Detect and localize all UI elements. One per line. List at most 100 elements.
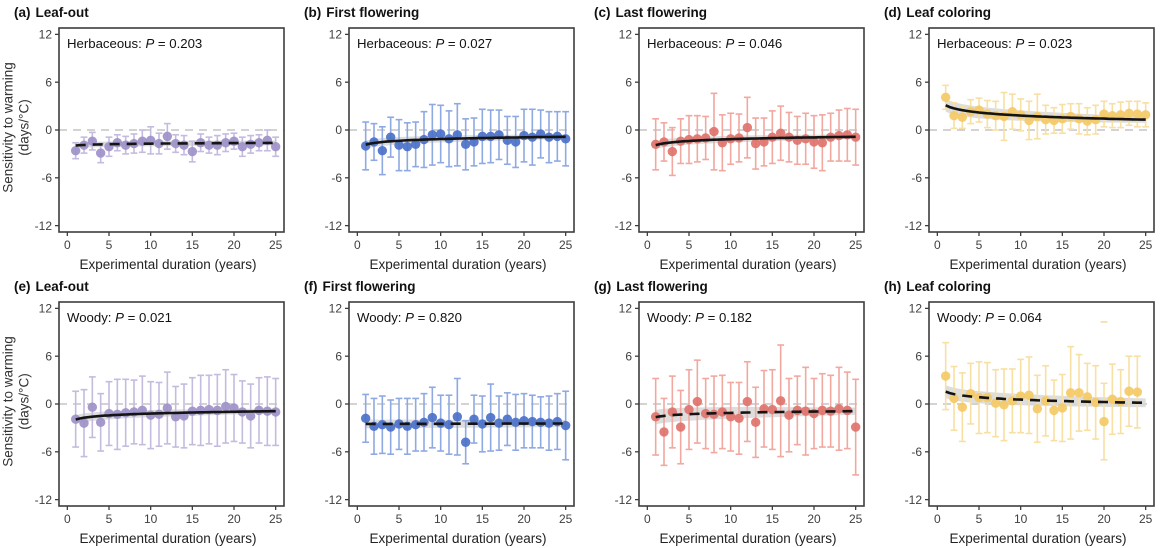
y-tick-label: 12 — [39, 302, 53, 316]
data-point — [560, 420, 571, 431]
data-point — [527, 416, 538, 427]
panel-b: (b) First flowering -12 -6 0 6 12 0 5 10 15 20 25 Her… — [290, 0, 580, 274]
panel-letter: (g) — [594, 279, 612, 294]
data-point — [775, 128, 786, 138]
data-point — [709, 126, 719, 137]
x-tick-label: 15 — [476, 512, 490, 526]
data-point — [809, 137, 819, 147]
panel-plot: -12 -6 0 6 12 0 5 10 15 20 25 Herbaceous: P = 0.023 — [905, 27, 1155, 252]
panel-letter: (a) — [14, 5, 31, 20]
p-value-annotation: Woody: P = 0.820 — [357, 310, 462, 325]
x-tick-label: 10 — [724, 238, 738, 252]
data-point — [477, 419, 488, 429]
y-tick-label: -12 — [615, 219, 633, 233]
x-tick-label: 20 — [227, 238, 241, 252]
data-point — [87, 402, 98, 412]
data-point — [1032, 404, 1043, 414]
x-tick-label: 10 — [1014, 238, 1028, 252]
annotation-p-symbol: P — [1015, 36, 1024, 51]
y-tick-label: -6 — [621, 445, 632, 459]
annotation-group-text: Herbaceous: — [937, 36, 1015, 51]
x-tick-label: 10 — [144, 238, 158, 252]
x-tick-label: 20 — [807, 238, 821, 252]
y-axis-label-line2: (days/°C) — [16, 373, 31, 430]
x-tick-label: 0 — [354, 512, 361, 526]
data-point — [112, 138, 123, 148]
data-point — [750, 417, 761, 428]
data-point — [187, 146, 198, 157]
annotation-p-symbol: P — [145, 36, 154, 51]
data-point — [850, 422, 861, 432]
data-point — [394, 419, 404, 429]
data-point — [494, 418, 504, 428]
data-point — [95, 148, 106, 158]
x-tick-label: 10 — [1014, 512, 1028, 526]
data-point — [1140, 110, 1151, 120]
data-point — [940, 92, 951, 103]
panel-title: (f) First flowering — [290, 274, 580, 300]
data-point — [742, 396, 753, 407]
x-tick-label: 5 — [396, 238, 403, 252]
y-axis-label-line2: (days/°C) — [16, 99, 31, 156]
x-tick-label: 25 — [1139, 238, 1153, 252]
panel-plot: -12 -6 0 6 12 0 5 10 15 20 25 Herbaceous: P = 0.203 — [35, 27, 285, 252]
y-tick-label: 0 — [335, 123, 342, 137]
data-point — [427, 412, 438, 423]
data-point — [684, 404, 694, 415]
x-tick-label: 0 — [934, 512, 941, 526]
x-tick-label: 0 — [644, 512, 651, 526]
annotation-group-text: Woody: — [67, 310, 115, 325]
panel-phenophase-title: Last flowering — [615, 5, 708, 20]
data-point — [444, 420, 454, 430]
panel-plot: -12 -6 0 6 12 0 5 10 15 20 25 Woody: P = 0.021 — [35, 301, 285, 526]
data-point — [245, 411, 256, 421]
annotation-p-symbol: P — [695, 310, 704, 325]
y-tick-label: -6 — [911, 171, 922, 185]
y-tick-label: 12 — [39, 28, 53, 42]
data-point — [1057, 403, 1068, 413]
annotation-group-text: Woody: — [647, 310, 695, 325]
y-tick-label: 0 — [625, 123, 632, 137]
y-tick-label: -6 — [911, 445, 922, 459]
x-tick-label: 20 — [807, 512, 821, 526]
panel-plot: -12 -6 0 6 12 0 5 10 15 20 25 Herbaceous: P = 0.027 — [325, 27, 575, 252]
y-tick-label: -12 — [905, 219, 923, 233]
data-point — [485, 412, 496, 423]
annotation-p-value: = 0.064 — [994, 310, 1042, 325]
data-point — [460, 437, 471, 447]
annotation-p-symbol: P — [435, 36, 444, 51]
data-point — [1024, 115, 1034, 126]
x-tick-label: 15 — [476, 238, 490, 252]
data-point — [940, 371, 951, 381]
x-axis-label: Experimental duration (years) — [949, 257, 1127, 272]
data-point — [734, 413, 744, 424]
p-value-annotation: Woody: P = 0.182 — [647, 310, 752, 325]
panel-c: (c) Last flowering -12 -6 0 6 12 0 5 10 15 20 25 Herb… — [580, 0, 870, 274]
data-point — [957, 402, 968, 412]
y-tick-label: 12 — [329, 28, 343, 42]
data-point — [245, 139, 256, 150]
annotation-p-value: = 0.021 — [124, 310, 172, 325]
data-point — [692, 396, 703, 407]
x-axis-label: Experimental duration (years) — [79, 531, 257, 546]
x-axis-label: Experimental duration (years) — [369, 257, 547, 272]
y-tick-label: -12 — [35, 493, 53, 507]
figure-row-herbaceous: Sensitivity to warming (days/°C) (a) Leaf… — [0, 0, 1155, 274]
x-tick-label: 0 — [934, 238, 941, 252]
data-point — [435, 129, 446, 139]
x-tick-label: 0 — [64, 238, 71, 252]
data-point — [700, 408, 711, 419]
panel-letter: (b) — [304, 5, 322, 20]
panel-title: (h) Leaf coloring — [870, 274, 1160, 300]
data-point — [957, 112, 968, 122]
panel-phenophase-title: Last flowering — [616, 279, 708, 294]
data-point — [212, 405, 223, 416]
x-tick-label: 25 — [559, 238, 573, 252]
panel-title: (a) Leaf-out — [0, 0, 290, 26]
annotation-group-text: Herbaceous: — [357, 36, 435, 51]
x-tick-label: 15 — [766, 512, 780, 526]
panel-phenophase-title: Leaf coloring — [906, 279, 992, 294]
panel-letter: (e) — [14, 279, 31, 294]
y-tick-label: -6 — [41, 171, 52, 185]
